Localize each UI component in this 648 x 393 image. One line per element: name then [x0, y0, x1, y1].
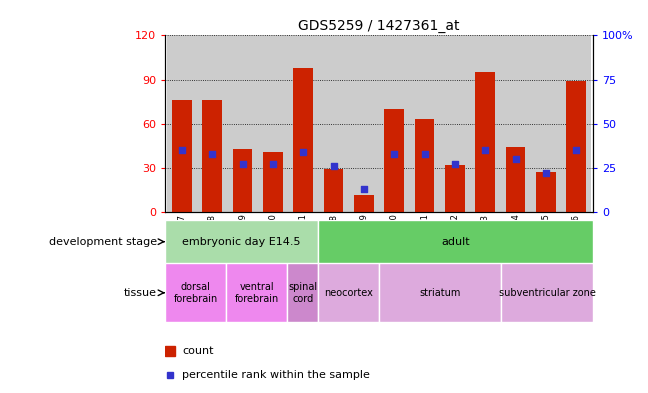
- Point: [268, 161, 278, 167]
- Bar: [318, 263, 379, 322]
- Bar: [470, 35, 500, 212]
- Text: spinal
cord: spinal cord: [288, 282, 318, 303]
- Bar: [318, 220, 593, 263]
- Bar: [172, 100, 192, 212]
- Text: embryonic day E14.5: embryonic day E14.5: [182, 237, 301, 247]
- Bar: [349, 35, 379, 212]
- Bar: [226, 263, 288, 322]
- Bar: [445, 165, 465, 212]
- Bar: [202, 100, 222, 212]
- Bar: [536, 173, 556, 212]
- Point: [207, 151, 218, 157]
- Bar: [233, 149, 253, 212]
- Text: subventricular zone: subventricular zone: [499, 288, 596, 298]
- Bar: [531, 35, 561, 212]
- Bar: [566, 81, 586, 212]
- Title: GDS5259 / 1427361_at: GDS5259 / 1427361_at: [298, 19, 460, 33]
- Bar: [258, 35, 288, 212]
- Point: [450, 161, 460, 167]
- Bar: [354, 195, 374, 212]
- Bar: [197, 35, 227, 212]
- Bar: [165, 220, 318, 263]
- Bar: [379, 263, 502, 322]
- Text: adult: adult: [441, 237, 470, 247]
- Bar: [476, 72, 495, 212]
- Point: [389, 151, 399, 157]
- Text: neocortex: neocortex: [324, 288, 373, 298]
- Point: [419, 151, 430, 157]
- Text: percentile rank within the sample: percentile rank within the sample: [182, 370, 370, 380]
- Bar: [500, 35, 531, 212]
- Point: [237, 161, 248, 167]
- Text: striatum: striatum: [419, 288, 461, 298]
- Bar: [505, 147, 526, 212]
- Bar: [379, 35, 410, 212]
- Bar: [561, 35, 592, 212]
- Bar: [384, 109, 404, 212]
- Bar: [263, 152, 283, 212]
- Text: tissue: tissue: [124, 288, 157, 298]
- Point: [571, 147, 581, 153]
- Point: [511, 156, 521, 162]
- Point: [359, 186, 369, 192]
- Bar: [318, 35, 349, 212]
- Bar: [288, 263, 318, 322]
- Point: [298, 149, 308, 155]
- Bar: [294, 68, 313, 212]
- Bar: [288, 35, 318, 212]
- Bar: [324, 169, 343, 212]
- Point: [540, 170, 551, 176]
- Text: count: count: [182, 346, 214, 356]
- Bar: [410, 35, 440, 212]
- Bar: [167, 35, 197, 212]
- Bar: [502, 263, 593, 322]
- Bar: [165, 263, 226, 322]
- Point: [329, 163, 339, 169]
- Text: ventral
forebrain: ventral forebrain: [235, 282, 279, 303]
- Bar: [440, 35, 470, 212]
- Point: [177, 147, 187, 153]
- Text: development stage: development stage: [49, 237, 157, 247]
- Point: [480, 147, 491, 153]
- Bar: [227, 35, 258, 212]
- Text: dorsal
forebrain: dorsal forebrain: [174, 282, 218, 303]
- Bar: [415, 119, 434, 212]
